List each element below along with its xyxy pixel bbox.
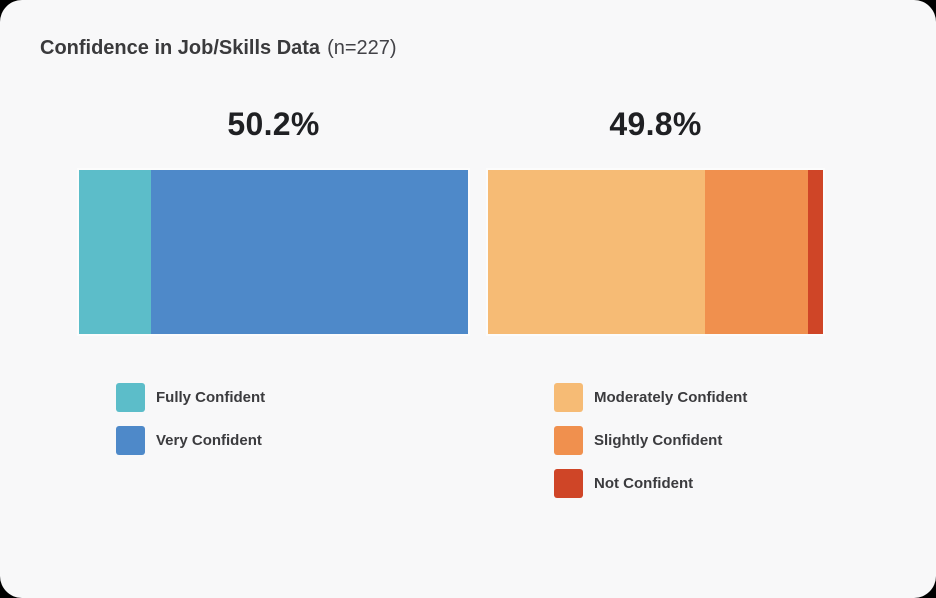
legend-swatch-moderately-confident [554, 383, 583, 412]
legend-label: Moderately Confident [594, 389, 748, 406]
legend-swatch-slightly-confident [554, 426, 583, 455]
bar-segment-moderately-confident[interactable] [488, 170, 706, 334]
legend-swatch-very-confident [116, 426, 145, 455]
legend-item-not-confident[interactable]: Not Confident [554, 469, 747, 498]
chart-title-text: Confidence in Job/Skills Data [40, 37, 321, 59]
stacked-bar-less-confident-group [488, 170, 823, 334]
legend-swatch-fully-confident [116, 383, 145, 412]
legend-item-fully-confident[interactable]: Fully Confident [116, 383, 265, 412]
group-not-confident-percent: 49.8% [609, 106, 702, 142]
legend-confident-group: Fully Confident Very Confident [116, 383, 265, 469]
legend-label: Slightly Confident [594, 432, 723, 449]
stacked-bar-confident-group [79, 170, 468, 334]
bar-segment-not-confident[interactable] [807, 170, 823, 334]
bar-segment-fully-confident[interactable] [79, 170, 151, 334]
bar-segment-very-confident[interactable] [150, 170, 468, 334]
legend-swatch-not-confident [554, 469, 583, 498]
legend-item-very-confident[interactable]: Very Confident [116, 426, 265, 455]
sample-size-label: (n=227) [327, 37, 397, 59]
legend-label: Not Confident [594, 475, 694, 492]
legend-label: Very Confident [156, 432, 262, 449]
group-confident-percent: 50.2% [227, 106, 320, 142]
bar-segment-slightly-confident[interactable] [705, 170, 808, 334]
chart-title: Confidence in Job/Skills Data (n=227) [40, 34, 397, 62]
legend-label: Fully Confident [156, 389, 266, 406]
legend-item-moderately-confident[interactable]: Moderately Confident [554, 383, 747, 412]
legend-less-confident-group: Moderately Confident Slightly Confident No… [554, 383, 747, 512]
legend-item-slightly-confident[interactable]: Slightly Confident [554, 426, 747, 455]
